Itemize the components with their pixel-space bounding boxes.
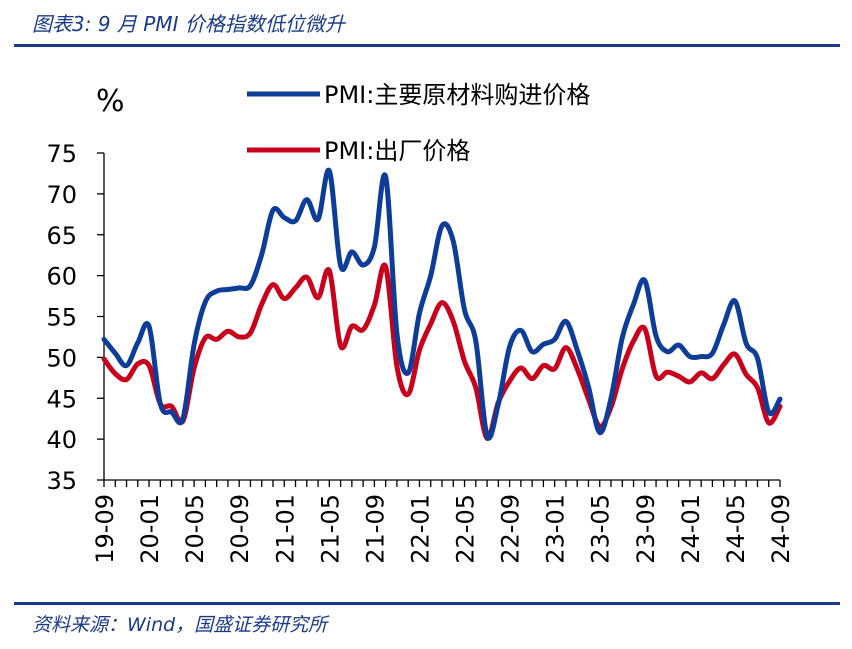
series-line — [101, 262, 783, 441]
figure-title: 图表3: 9 月 PMI 价格指数低位微升 — [32, 12, 345, 36]
x-tick-label: 24-01 — [677, 494, 705, 564]
x-tick-label: 24-05 — [722, 494, 750, 564]
legend-label: PMI:出厂价格 — [324, 137, 470, 165]
y-tick-label: 45 — [46, 385, 77, 413]
series-lines — [101, 167, 783, 441]
header-rule — [14, 44, 840, 47]
x-tick-label: 22-05 — [452, 494, 480, 564]
x-tick-label: 20-09 — [226, 494, 254, 564]
x-tick-label: 22-01 — [406, 494, 434, 564]
x-tick-label: 20-05 — [181, 494, 209, 564]
x-tick-label: 20-01 — [136, 494, 164, 564]
unit-label: % — [96, 84, 125, 119]
y-tick-label: 70 — [46, 181, 77, 209]
y-tick-label: 65 — [46, 222, 77, 250]
x-tick-label: 21-09 — [361, 494, 389, 564]
source-note: 资料来源：Wind，国盛证券研究所 — [32, 614, 328, 636]
x-tick-label: 23-05 — [587, 494, 615, 564]
y-tick-label: 35 — [46, 467, 77, 495]
x-tick-label: 21-01 — [271, 494, 299, 564]
legend-label: PMI:主要原材料购进价格 — [324, 81, 590, 109]
legend: PMI:主要原材料购进价格 PMI:出厂价格 — [247, 81, 590, 165]
y-tick-label: 60 — [46, 263, 77, 291]
x-tick-label: 21-05 — [316, 494, 344, 564]
x-tick-label: 24-09 — [767, 494, 795, 564]
footer-rule — [14, 602, 840, 605]
axes: 35 40 45 50 55 60 65 70 75 19-09 20-01 20-05 20-09 21… — [46, 140, 795, 564]
x-tick-label: 19-09 — [91, 494, 119, 564]
y-tick-label: 75 — [46, 140, 77, 168]
x-tick-label: 22-09 — [497, 494, 525, 564]
x-tick-label: 23-01 — [542, 494, 570, 564]
y-tick-label: 55 — [46, 304, 77, 332]
y-tick-label: 40 — [46, 426, 77, 454]
series-line — [101, 167, 783, 441]
x-tick-label: 23-09 — [632, 494, 660, 564]
y-tick-label: 50 — [46, 344, 77, 372]
